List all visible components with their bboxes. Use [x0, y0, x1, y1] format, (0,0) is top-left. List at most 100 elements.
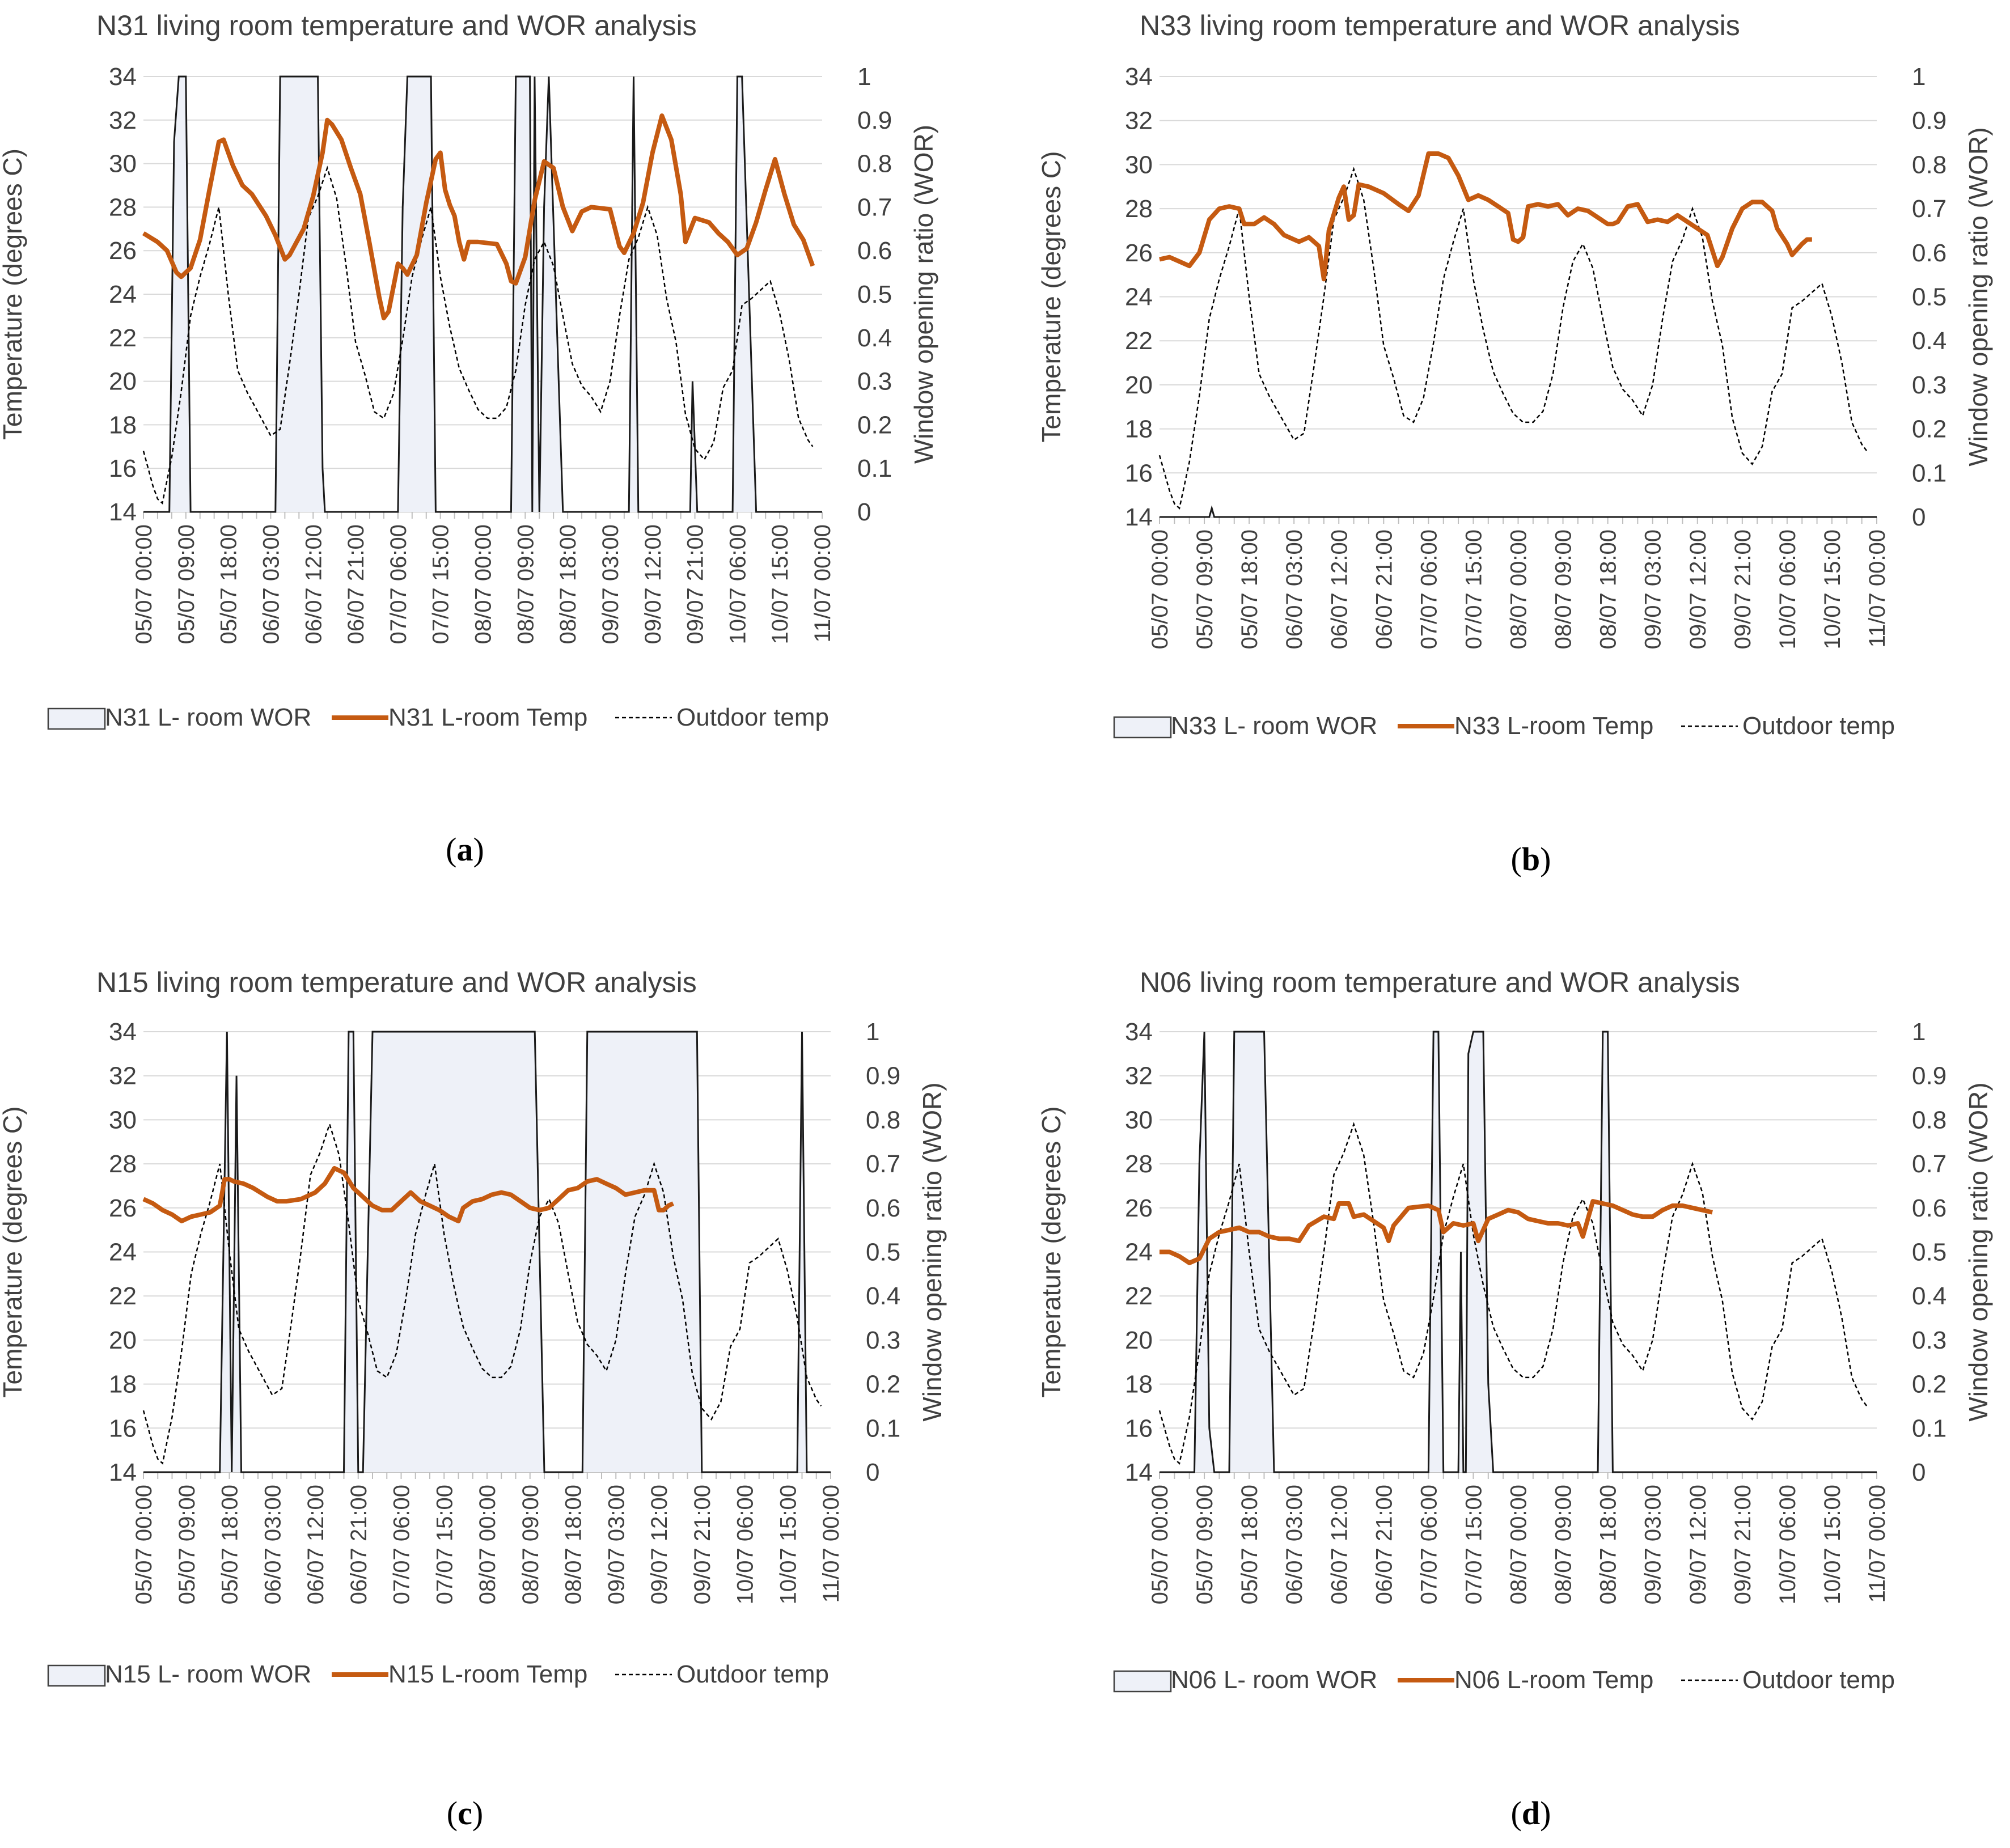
y-right-tick-label: 1 [1912, 1018, 1926, 1046]
y-left-tick-label: 28 [1125, 195, 1153, 223]
x-tick-label: 06/07 21:00 [344, 524, 369, 644]
y-left-tick-label: 18 [1125, 416, 1153, 443]
y-left-tick-label: 32 [109, 1062, 137, 1090]
caption-letter: a [457, 831, 473, 868]
indoor-temp-line [142, 113, 815, 321]
indoor-temp-line [1160, 1199, 1713, 1265]
chart-title: N31 living room temperature and WOR anal… [96, 10, 697, 41]
x-tick-label: 10/07 15:00 [768, 524, 793, 644]
y-left-tick-label: 34 [1125, 63, 1153, 91]
y-left-tick-label: 20 [1125, 1326, 1153, 1354]
y-left-tick-label: 30 [109, 1106, 137, 1134]
legend: N15 L- room WOR N15 L-room Temp Outdoor te… [47, 1660, 829, 1688]
chart-panel-b: N33 living room temperature and WOR anal… [1036, 10, 1993, 878]
legend-label-wor: N33 L- room WOR [1171, 712, 1377, 740]
y-right-tick-label: 0.8 [1912, 1106, 1946, 1134]
wor-area [1160, 508, 1877, 517]
x-tick-label: 07/07 06:00 [390, 1485, 414, 1604]
y-right-tick-label: 0.4 [1912, 327, 1946, 355]
y-left-axis-label: Temperature (degrees C) [1036, 1107, 1066, 1398]
y-right-tick-label: 1 [857, 63, 871, 91]
y-left-tick-label: 14 [1125, 503, 1153, 531]
y-right-tick-label: 1 [1912, 63, 1926, 91]
wor-line [1160, 505, 1877, 518]
x-tick-label: 06/07 12:00 [303, 1485, 328, 1604]
panel-caption: (c) [447, 1795, 483, 1832]
wor-area [1160, 1032, 1877, 1472]
y-right-tick-label: 0.5 [857, 281, 892, 308]
y-left-tick-label: 22 [1125, 1282, 1153, 1310]
x-tick-label: 06/07 03:00 [1282, 1485, 1307, 1604]
x-tick-label: 10/07 06:00 [725, 524, 750, 644]
y-left-tick-label: 28 [109, 193, 137, 221]
x-tick-label: 11/07 00:00 [810, 524, 835, 642]
legend: N06 L- room WOR N06 L-room Temp Outdoor te… [1113, 1666, 1895, 1694]
x-tick-label: 09/07 21:00 [1730, 529, 1755, 649]
y-left-tick-label: 30 [109, 150, 137, 178]
chart-title: N06 living room temperature and WOR anal… [1140, 967, 1740, 998]
x-tick-label: 05/07 18:00 [1237, 529, 1262, 649]
x-tick-label: 10/07 15:00 [776, 1485, 801, 1604]
y-right-tick-label: 0.7 [857, 193, 892, 221]
x-tick-label: 08/07 18:00 [1596, 1485, 1621, 1604]
x-tick-label: 07/07 15:00 [432, 1485, 457, 1604]
x-tick-label: 07/07 15:00 [1461, 529, 1486, 649]
y-right-tick-label: 0.6 [866, 1194, 900, 1222]
chart-panel-a: N31 living room temperature and WOR anal… [0, 10, 938, 868]
x-tick-label: 08/07 00:00 [475, 1485, 500, 1604]
legend-label-wor: N06 L- room WOR [1171, 1666, 1377, 1694]
wor-line [143, 1031, 831, 1473]
outdoor-temp-line [1158, 167, 1868, 510]
caption-letter: d [1522, 1795, 1540, 1832]
y-right-tick-label: 0.2 [1912, 416, 1946, 443]
legend-swatch-wor [1113, 716, 1172, 739]
legend-label-wor: N31 L- room WOR [105, 703, 311, 731]
panel-caption: (b) [1511, 841, 1551, 878]
x-tick-label: 06/07 21:00 [1372, 1485, 1397, 1604]
y-left-tick-label: 26 [109, 237, 137, 265]
y-right-tick-label: 0.2 [857, 411, 892, 439]
caption-paren-open: ( [447, 1795, 458, 1832]
y-right-tick-label: 0.3 [866, 1326, 900, 1354]
x-tick-label: 07/07 15:00 [429, 524, 454, 644]
x-tick-label: 07/07 06:00 [1416, 1485, 1441, 1604]
x-tick-label: 09/07 12:00 [641, 524, 666, 644]
legend-swatch-wor [47, 1664, 106, 1687]
x-tick-label: 05/07 00:00 [132, 1485, 156, 1604]
wor-line [143, 75, 822, 513]
y-left-tick-label: 14 [109, 1459, 137, 1486]
wor-line [1160, 1031, 1877, 1473]
x-tick-label: 10/07 15:00 [1820, 1485, 1845, 1604]
legend-label-temp: N33 L-room Temp [1454, 712, 1653, 740]
y-right-tick-label: 0.1 [1912, 1414, 1946, 1442]
y-right-axis-label: Window opening ratio (WOR) [917, 1082, 947, 1421]
y-right-tick-label: 0.7 [1912, 195, 1946, 223]
x-tick-label: 11/07 00:00 [1865, 1485, 1890, 1603]
x-tick-label: 09/07 03:00 [1641, 529, 1666, 649]
y-right-tick-label: 0 [1912, 503, 1926, 531]
caption-paren-close: ) [1540, 841, 1551, 878]
y-left-tick-label: 22 [1125, 327, 1153, 355]
y-left-tick-label: 26 [109, 1194, 137, 1222]
y-left-axis-label: Temperature (degrees C) [0, 149, 27, 440]
y-right-tick-label: 1 [866, 1018, 879, 1046]
y-left-tick-label: 24 [109, 281, 137, 308]
y-right-tick-label: 0.1 [1912, 459, 1946, 487]
x-tick-label: 05/07 09:00 [175, 1485, 200, 1604]
legend: N31 L- room WOR N31 L-room Temp Outdoor te… [47, 703, 829, 731]
x-tick-label: 06/07 21:00 [346, 1485, 371, 1604]
x-tick-label: 05/07 18:00 [218, 1485, 243, 1604]
x-tick-label: 09/07 21:00 [1730, 1485, 1755, 1604]
y-right-tick-label: 0.9 [1912, 107, 1946, 135]
y-left-tick-label: 28 [109, 1150, 137, 1178]
y-right-tick-label: 0.4 [866, 1282, 900, 1310]
x-tick-label: 05/07 00:00 [1148, 1485, 1173, 1604]
y-left-tick-label: 24 [1125, 1239, 1153, 1266]
x-tick-label: 10/07 15:00 [1820, 529, 1845, 649]
caption-paren-close: ) [472, 1795, 483, 1832]
y-left-tick-label: 16 [109, 455, 137, 482]
x-tick-label: 06/07 12:00 [1327, 1485, 1352, 1604]
y-right-tick-label: 0 [1912, 1459, 1926, 1486]
wor-area [143, 1032, 831, 1472]
wor-area [143, 77, 822, 512]
